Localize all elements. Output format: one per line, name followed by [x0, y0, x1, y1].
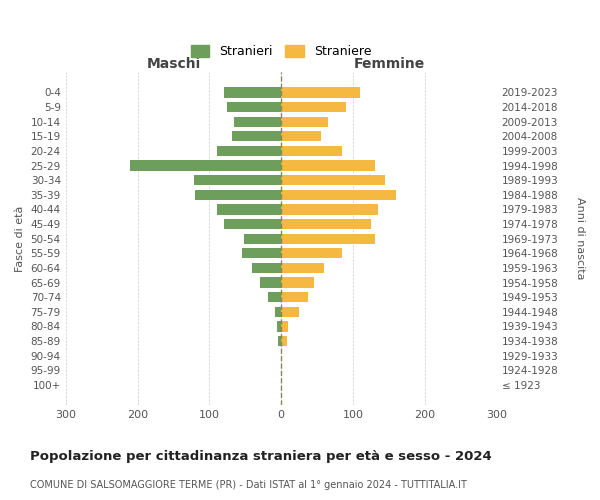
Bar [194, 175, 281, 186]
Bar [244, 234, 281, 244]
Bar [224, 219, 281, 229]
Bar [242, 248, 281, 258]
Bar [281, 146, 342, 156]
Bar [260, 278, 281, 287]
Bar [281, 234, 374, 244]
Bar [277, 322, 281, 332]
Bar [275, 306, 281, 317]
Bar [281, 102, 346, 112]
Y-axis label: Fasce di età: Fasce di età [15, 206, 25, 272]
Bar [217, 204, 281, 214]
Bar [281, 292, 308, 302]
Bar [281, 160, 374, 170]
Bar [281, 190, 396, 200]
Bar [224, 88, 281, 98]
Legend: Stranieri, Straniere: Stranieri, Straniere [191, 45, 371, 58]
Bar [278, 336, 281, 346]
Bar [281, 175, 385, 186]
Bar [268, 292, 281, 302]
Bar [253, 263, 281, 273]
Bar [281, 306, 299, 317]
Bar [235, 116, 281, 127]
Bar [217, 146, 281, 156]
Text: Popolazione per cittadinanza straniera per età e sesso - 2024: Popolazione per cittadinanza straniera p… [30, 450, 492, 463]
Text: Maschi: Maschi [146, 56, 200, 70]
Bar [227, 102, 281, 112]
Bar [281, 263, 325, 273]
Text: COMUNE DI SALSOMAGGIORE TERME (PR) - Dati ISTAT al 1° gennaio 2024 - TUTTITALIA.: COMUNE DI SALSOMAGGIORE TERME (PR) - Dat… [30, 480, 467, 490]
Bar [281, 278, 314, 287]
Bar [232, 131, 281, 141]
Bar [281, 116, 328, 127]
Bar [281, 204, 378, 214]
Bar [281, 219, 371, 229]
Y-axis label: Anni di nascita: Anni di nascita [575, 198, 585, 280]
Bar [130, 160, 281, 170]
Bar [195, 190, 281, 200]
Bar [281, 322, 289, 332]
Bar [281, 131, 321, 141]
Bar [281, 336, 287, 346]
Bar [281, 248, 342, 258]
Bar [281, 88, 360, 98]
Text: Femmine: Femmine [353, 56, 425, 70]
